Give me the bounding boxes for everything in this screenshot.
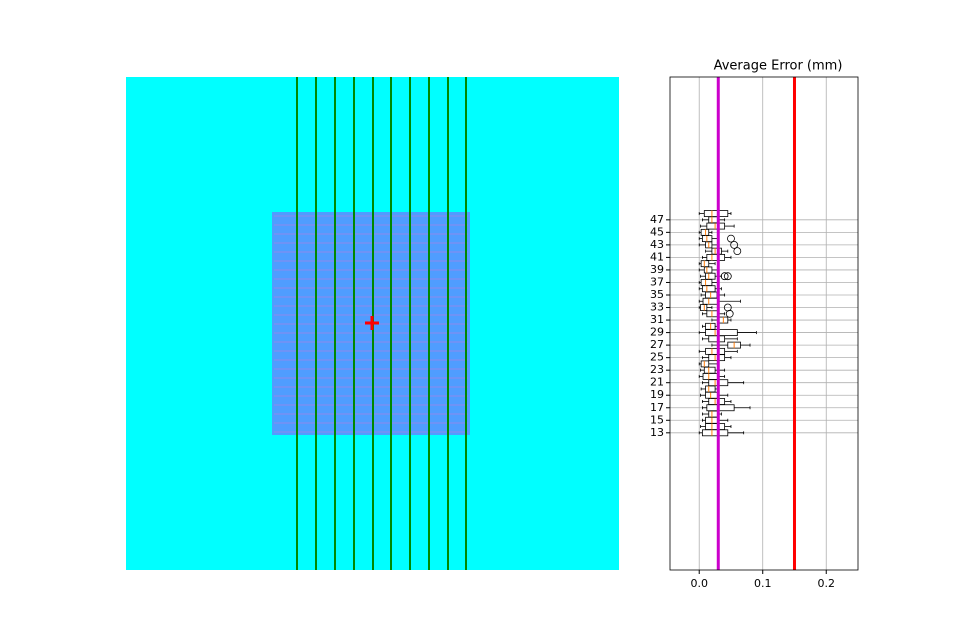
- box: [700, 304, 708, 311]
- y-tick-label: 21: [650, 376, 664, 389]
- box: [708, 398, 726, 405]
- chart-title: Average Error (mm): [714, 59, 843, 74]
- flier: [723, 303, 732, 312]
- x-tick-label: 0.1: [754, 577, 772, 590]
- box: [711, 247, 722, 255]
- box: [708, 335, 726, 343]
- box: [705, 347, 726, 355]
- box: [705, 272, 716, 280]
- y-tick-label: 45: [650, 225, 664, 238]
- x-tick-label: 0.2: [817, 577, 835, 590]
- image-lines: [274, 77, 468, 570]
- box: [703, 210, 729, 217]
- box: [701, 429, 729, 437]
- box: [702, 373, 719, 380]
- box: [706, 222, 726, 230]
- flier: [720, 272, 729, 281]
- plot-frame: [669, 76, 859, 571]
- box: [706, 254, 726, 261]
- box: [703, 266, 713, 274]
- flier: [723, 272, 732, 281]
- flier: [733, 247, 742, 256]
- y-tick-label: 25: [650, 351, 664, 364]
- flier: [727, 234, 735, 243]
- y-tick-label: 39: [650, 263, 664, 276]
- flier: [730, 240, 739, 249]
- box: [705, 385, 716, 393]
- box: [706, 310, 719, 318]
- plot-background: [670, 77, 858, 570]
- box: [700, 360, 710, 368]
- box: [705, 423, 726, 430]
- y-tick-label: 31: [650, 313, 664, 326]
- box: [708, 354, 726, 362]
- y-tick-label: 19: [650, 388, 664, 401]
- camera-image: [126, 77, 619, 570]
- y-tick-label: 13: [650, 426, 664, 439]
- box: [703, 366, 716, 374]
- box: [705, 291, 718, 299]
- box: [705, 329, 738, 336]
- plot-area: 0.0 0.1 0.21315171921232527293133353739414…: [650, 76, 859, 590]
- y-tick-label: 15: [650, 413, 664, 426]
- box: [701, 285, 716, 293]
- y-tick-label: 43: [650, 238, 664, 251]
- box: [700, 228, 710, 236]
- box: [700, 279, 713, 286]
- box: [705, 391, 719, 399]
- y-tick-label: 47: [650, 213, 664, 226]
- y-tick-label: 27: [650, 338, 664, 351]
- box: [700, 260, 710, 268]
- y-tick-label: 17: [650, 401, 664, 414]
- y-tick-label: 37: [650, 275, 664, 288]
- x-tick-label: 0.0: [690, 577, 708, 590]
- box: [702, 297, 719, 305]
- y-tick-label: 33: [650, 301, 664, 314]
- y-tick-label: 23: [650, 363, 664, 376]
- y-tick-label: 35: [650, 288, 664, 301]
- y-tick-label: 41: [650, 250, 664, 263]
- box: [706, 404, 735, 412]
- y-tick-label: 29: [650, 326, 664, 339]
